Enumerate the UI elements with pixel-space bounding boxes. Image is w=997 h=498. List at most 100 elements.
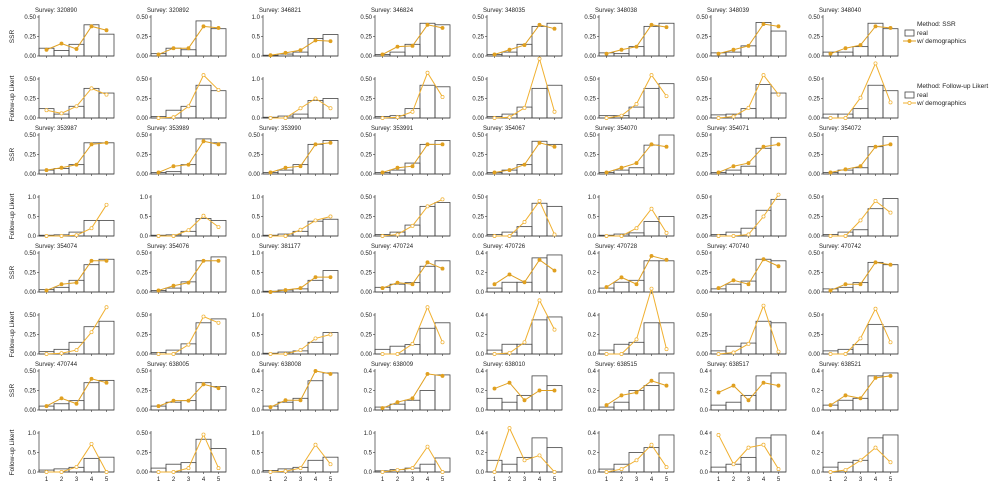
- ssr-real-bar-4: [531, 375, 548, 411]
- likert-pred-point-4: [89, 330, 94, 335]
- likert-ytick-label: 0.25: [136, 451, 148, 457]
- likert-ytick-label: 0.0: [28, 234, 37, 240]
- likert-pred-point-4: [873, 306, 878, 311]
- row-label-likert: Follow-up Likert: [9, 311, 16, 357]
- ssr-ytick-label: 0.50: [696, 133, 708, 139]
- likert-ytick-label: 0.25: [136, 333, 148, 339]
- ssr-ytick-label: 0.00: [808, 54, 820, 60]
- likert-pred-point-3: [634, 226, 639, 231]
- likert-real-bar-4: [419, 84, 436, 119]
- likert-pred-point-4: [873, 445, 878, 450]
- survey-label: Survey: 320892: [147, 8, 190, 14]
- likert-pred-point-3: [522, 340, 527, 345]
- ssr-pred-line: [382, 24, 443, 55]
- ssr-pred-point-4: [873, 144, 878, 149]
- ssr-pred-point-4: [537, 140, 542, 145]
- likert-ytick-label: 0.50: [24, 313, 36, 319]
- ssr-pred-point-4: [89, 142, 94, 147]
- survey-panel-1-0: Survey: 353987 0.00 0.25 0.50 0.0 0.5 1.0: [24, 126, 115, 240]
- likert-real-bar-5: [546, 447, 563, 473]
- likert-ytick-label: 0.50: [696, 195, 708, 201]
- ssr-pred-point-5: [104, 140, 109, 145]
- likert-pred-point-5: [216, 320, 221, 325]
- ssr-pred-point-1: [828, 51, 833, 56]
- ssr-ytick-label: 0.4: [252, 369, 261, 375]
- survey-label: Survey: 470744: [35, 362, 78, 368]
- likert-ytick-label: 0.00: [696, 234, 708, 240]
- ssr-real-bar-5: [658, 372, 675, 411]
- likert-ytick-label: 1.0: [588, 195, 597, 201]
- x-tick-label: 3: [411, 477, 415, 483]
- ssr-pred-line: [606, 143, 667, 173]
- survey-panel-1-6: Survey: 354071 0.00 0.25 0.50 0.00 0.25 0.50: [696, 126, 787, 240]
- likert-pred-point-4: [649, 442, 654, 447]
- ssr-real-bar-2: [725, 283, 742, 293]
- ssr-real-bar-5: [210, 386, 227, 411]
- ssr-ytick-label: 0.50: [248, 133, 260, 139]
- ssr-pred-point-2: [843, 167, 848, 172]
- likert-real-bar-5: [210, 448, 227, 473]
- likert-pred-point-2: [395, 468, 400, 472]
- ssr-pred-point-2: [507, 272, 512, 277]
- likert-ytick-label: 0.50: [584, 77, 596, 83]
- ssr-pred-point-4: [313, 369, 318, 373]
- ssr-pred-point-1: [492, 386, 497, 391]
- ssr-ytick-label: 0.50: [472, 133, 484, 139]
- ssr-real-bar-4: [531, 25, 548, 57]
- likert-pred-point-1: [380, 470, 385, 474]
- ssr-pred-point-5: [664, 383, 669, 388]
- ssr-pred-point-4: [761, 257, 766, 262]
- x-tick-label: 5: [553, 477, 557, 483]
- likert-pred-point-4: [649, 73, 654, 78]
- ssr-pred-point-3: [410, 43, 415, 48]
- likert-ytick-label: 0.50: [472, 77, 484, 83]
- ssr-pred-point-3: [74, 47, 79, 51]
- likert-ytick-label: 0.5: [28, 215, 37, 221]
- likert-pred-point-1: [604, 116, 609, 120]
- likert-pred-point-1: [604, 234, 609, 238]
- ssr-ytick-label: 0.00: [808, 172, 820, 178]
- ssr-pred-point-5: [888, 262, 893, 267]
- survey-panel-1-4: Survey: 354067 0.00 0.25 0.50 0.00 0.25 0.50: [472, 126, 563, 240]
- ssr-pred-point-2: [283, 288, 288, 292]
- ssr-pred-point-5: [888, 142, 893, 147]
- likert-pred-line: [494, 426, 555, 473]
- likert-real-bar-5: [546, 205, 563, 237]
- likert-ytick-label: 0.2: [588, 333, 597, 339]
- ssr-ytick-label: 0.4: [588, 251, 597, 257]
- likert-pred-line: [830, 307, 891, 355]
- likert-ytick-label: 0.25: [584, 97, 596, 103]
- ssr-real-bar-2: [613, 169, 630, 175]
- legend-item-label: w/ demographics: [916, 100, 967, 107]
- likert-pred-point-3: [522, 105, 527, 110]
- ssr-pred-point-2: [395, 400, 400, 405]
- survey-panel-0-0: Survey: 320890 0.00 0.25 0.50 0.00 0.25 0.50: [24, 8, 115, 122]
- ssr-real-bar-2: [725, 51, 742, 57]
- likert-pred-point-5: [888, 100, 893, 105]
- legend-title: Method: Follow-up Likert: [917, 83, 988, 90]
- likert-pred-point-2: [283, 469, 288, 474]
- ssr-pred-point-1: [268, 290, 273, 294]
- likert-pred-point-3: [298, 466, 303, 471]
- likert-real-bar-4: [195, 322, 212, 355]
- ssr-pred-line: [158, 140, 219, 173]
- ssr-real-bar-5: [658, 260, 675, 293]
- likert-pred-point-4: [201, 432, 206, 437]
- likert-pred-point-1: [604, 470, 609, 474]
- ssr-pred-point-3: [186, 162, 191, 167]
- likert-pred-point-2: [731, 234, 736, 238]
- likert-ytick-label: 0.4: [588, 313, 597, 319]
- likert-pred-point-2: [59, 234, 64, 238]
- ssr-ytick-label: 0.50: [472, 15, 484, 21]
- likert-pred-point-5: [440, 470, 445, 474]
- ssr-pred-line: [718, 23, 779, 55]
- ssr-ytick-label: 0.50: [808, 15, 820, 21]
- ssr-ytick-label: 0.25: [136, 389, 148, 395]
- ssr-ytick-label: 0.2: [252, 389, 261, 395]
- likert-ytick-label: 0.50: [696, 313, 708, 319]
- ssr-ytick-label: 0.00: [696, 54, 708, 60]
- likert-real-bar-3: [628, 106, 645, 119]
- ssr-real-bar-1: [598, 406, 615, 411]
- ssr-pred-point-2: [171, 398, 176, 403]
- likert-pred-point-5: [664, 465, 669, 470]
